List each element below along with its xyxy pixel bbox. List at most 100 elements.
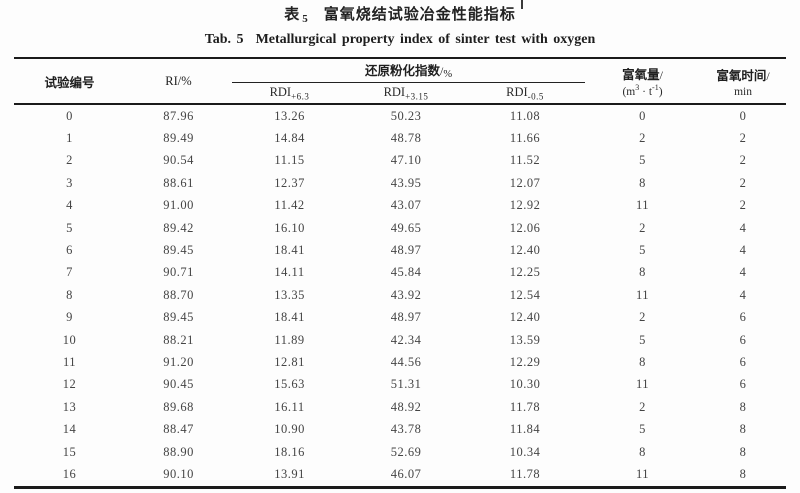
table-cell: 89.49	[163, 131, 194, 146]
table-cell: 43.95	[390, 175, 422, 190]
table-cell: 1	[66, 131, 73, 146]
table-cell: 52.69	[390, 444, 422, 459]
caption-cn-number: 5	[302, 13, 309, 25]
header-oxygen-time-label: 富氧时间	[716, 68, 767, 83]
caption-en-title: Metallurgical property index of sinter t…	[255, 32, 596, 47]
table-cell: 42.34	[390, 332, 422, 347]
table-cell: 88.90	[163, 444, 194, 459]
table-cell: 89.45	[163, 243, 194, 258]
table-cell: 14	[62, 422, 77, 437]
caption-en-label: Tab. 5	[204, 32, 244, 47]
header-rdi-group-slash: /	[439, 64, 444, 79]
table-cell: 89.68	[163, 399, 194, 414]
table-cell: 16.10	[274, 220, 305, 235]
table-cell: 8	[739, 444, 747, 459]
table-cell: 12.92	[509, 198, 541, 213]
table-cell: 4	[739, 220, 747, 235]
table-cell: 11	[635, 377, 650, 392]
table-cell: 11	[635, 287, 650, 302]
header-rdi-minus-0-5: RDI-0.5	[506, 84, 544, 102]
table-cell: 6	[66, 243, 73, 258]
table-cell: 4	[739, 265, 747, 280]
table-cell: 88.47	[163, 422, 194, 437]
table-cell: 12.29	[509, 354, 541, 369]
table-cell: 45.84	[390, 265, 422, 280]
table-cell: 11.78	[509, 399, 541, 414]
table-cell: 13.59	[509, 332, 541, 347]
table-cell: 11.42	[274, 198, 305, 213]
header-rdi-group: 还原粉化指数/%	[232, 58, 586, 83]
table-caption-chinese: 表 5 富氧烧结试验冶金性能指标	[0, 3, 800, 25]
table-cell: 15.63	[274, 377, 305, 392]
table-cell: 18.16	[274, 444, 305, 459]
table-cell: 6	[739, 332, 747, 347]
table-cell: 12.37	[274, 175, 305, 190]
table-cell: 8	[639, 175, 646, 190]
table-cell: 6	[739, 377, 747, 392]
table-cell: 8	[739, 422, 747, 437]
table-row: 1 89.49 14.84 48.78 11.66 2 2	[14, 127, 786, 149]
table-row: 15 88.90 18.16 52.69 10.34 8 8	[14, 441, 786, 463]
table-cell: 10.30	[509, 377, 541, 392]
table-cell: 0	[639, 108, 646, 123]
table-row: 16 90.10 13.91 46.07 11.78 11 8	[14, 463, 786, 487]
table-cell: 6	[739, 310, 747, 325]
table-cell: 88.21	[163, 332, 194, 347]
table-cell: 11.08	[509, 108, 541, 123]
table-cell: 8	[639, 265, 646, 280]
table-cell: 2	[639, 399, 646, 414]
table-cell: 47.10	[390, 153, 422, 168]
table-cell: 0	[66, 108, 73, 123]
table-caption-english: Tab. 5 Metallurgical property index of si…	[0, 32, 800, 48]
table-cell: 10.34	[509, 444, 541, 459]
table-cell: 90.54	[163, 153, 194, 168]
table-cell: 2	[739, 175, 747, 190]
table-cell: 13.91	[274, 466, 305, 481]
header-test-number: 试验编号	[44, 75, 95, 90]
header-rdi-plus-6-3: RDI+6.3	[269, 84, 310, 102]
table-cell: 49.65	[390, 220, 422, 235]
table-cell: 4	[66, 198, 73, 213]
table-cell: 0	[739, 108, 747, 123]
table-cell: 11	[62, 354, 77, 369]
table-cell: 11.89	[274, 332, 305, 347]
table-cell: 14.11	[274, 265, 305, 280]
table-cell: 2	[66, 153, 73, 168]
table-cell: 11.84	[509, 422, 541, 437]
table-cell: 18.41	[274, 310, 305, 325]
header-ri: RI/%	[165, 73, 192, 88]
table-row: 5 89.42 16.10 49.65 12.06 2 4	[14, 217, 786, 239]
table-row: 2 90.54 11.15 47.10 11.52 5 2	[14, 150, 786, 172]
table-cell: 15	[62, 444, 77, 459]
caption-cn-title: 富氧烧结试验冶金性能指标	[323, 6, 516, 23]
table-cell: 43.07	[390, 198, 422, 213]
table-cell: 88.70	[163, 287, 194, 302]
table-cell: 4	[739, 243, 747, 258]
table-cell: 2	[739, 153, 747, 168]
table-header: 试验编号 RI/% 还原粉化指数/% 富氧量/ (m3 · t-1) 富氧时间/…	[14, 58, 787, 104]
table-cell: 4	[739, 287, 747, 302]
table-cell: 89.45	[163, 310, 194, 325]
table-cell: 8	[739, 466, 747, 481]
table-cell: 5	[639, 332, 646, 347]
metallurgical-property-table: 试验编号 RI/% 还原粉化指数/% 富氧量/ (m3 · t-1) 富氧时间/…	[14, 57, 787, 489]
table-cell: 3	[66, 175, 73, 190]
header-rdi-group-percent: %	[443, 69, 453, 81]
table-cell: 90.10	[163, 466, 194, 481]
table-row: 10 88.21 11.89 42.34 13.59 5 6	[14, 329, 786, 351]
table-cell: 89.42	[163, 220, 194, 235]
table-row: 11 91.20 12.81 44.56 12.29 8 6	[14, 351, 786, 373]
table-cell: 13.35	[274, 287, 305, 302]
table-cell: 18.41	[274, 243, 305, 258]
table-cell: 43.78	[390, 422, 422, 437]
table-cell: 2	[639, 131, 646, 146]
table-cell: 87.96	[163, 108, 194, 123]
table-row: 14 88.47 10.90 43.78 11.84 5 8	[14, 418, 786, 440]
table-row: 7 90.71 14.11 45.84 12.25 8 4	[14, 262, 786, 284]
table-cell: 16	[62, 466, 77, 481]
table-cell: 6	[739, 354, 747, 369]
table-cell: 88.61	[163, 175, 194, 190]
table-cell: 12.25	[509, 265, 541, 280]
table-cell: 13	[62, 399, 77, 414]
table-cell: 5	[66, 220, 73, 235]
